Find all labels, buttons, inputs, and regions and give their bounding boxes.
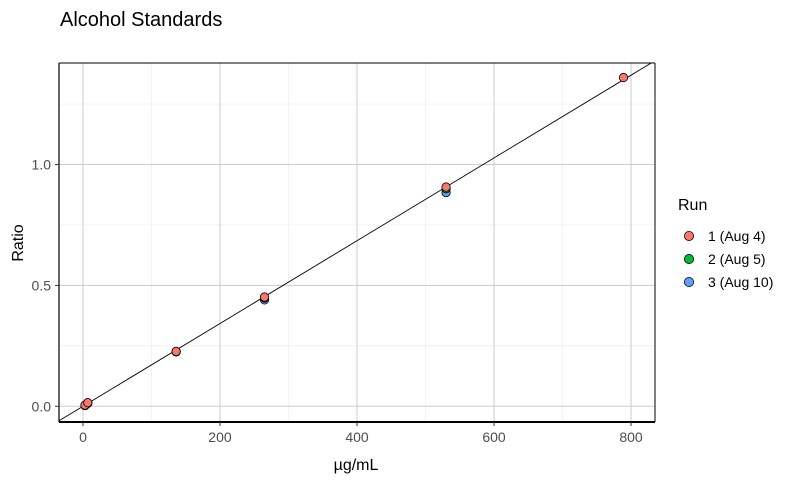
legend-marker [684, 230, 695, 241]
legend-label: 3 (Aug 10) [708, 274, 773, 290]
legend-label: 2 (Aug 5) [708, 251, 766, 267]
legend-marker [684, 253, 695, 264]
x-tick-label: 800 [619, 429, 643, 445]
legend: Run 1 (Aug 4) 2 (Aug 5) 3 (Aug 10) [678, 197, 773, 290]
x-tick-label: 600 [482, 429, 506, 445]
x-tick-label: 200 [208, 429, 232, 445]
legend-title: Run [678, 197, 707, 214]
fit-line [59, 63, 653, 422]
x-axis-title: µg/mL [334, 457, 379, 474]
y-axis-title: Ratio [10, 224, 27, 261]
chart-title: Alcohol Standards [60, 9, 222, 31]
x-tick-label: 0 [79, 429, 87, 445]
data-point [618, 72, 629, 83]
y-tick-label: 1.0 [32, 157, 52, 173]
data-points [80, 72, 629, 411]
legend-label: 1 (Aug 4) [708, 228, 766, 244]
y-tick-label: 0.0 [32, 398, 52, 414]
data-point [441, 182, 451, 192]
data-point [259, 292, 270, 302]
data-point [171, 346, 181, 357]
tick-labels: 0 200 400 600 800 0.0 0.5 1.0 [32, 157, 643, 445]
fit-line-layer [59, 63, 653, 422]
x-tick-label: 400 [345, 429, 369, 445]
data-point [83, 398, 93, 408]
grid [59, 63, 655, 422]
legend-marker [684, 276, 695, 287]
y-tick-label: 0.5 [32, 277, 52, 293]
